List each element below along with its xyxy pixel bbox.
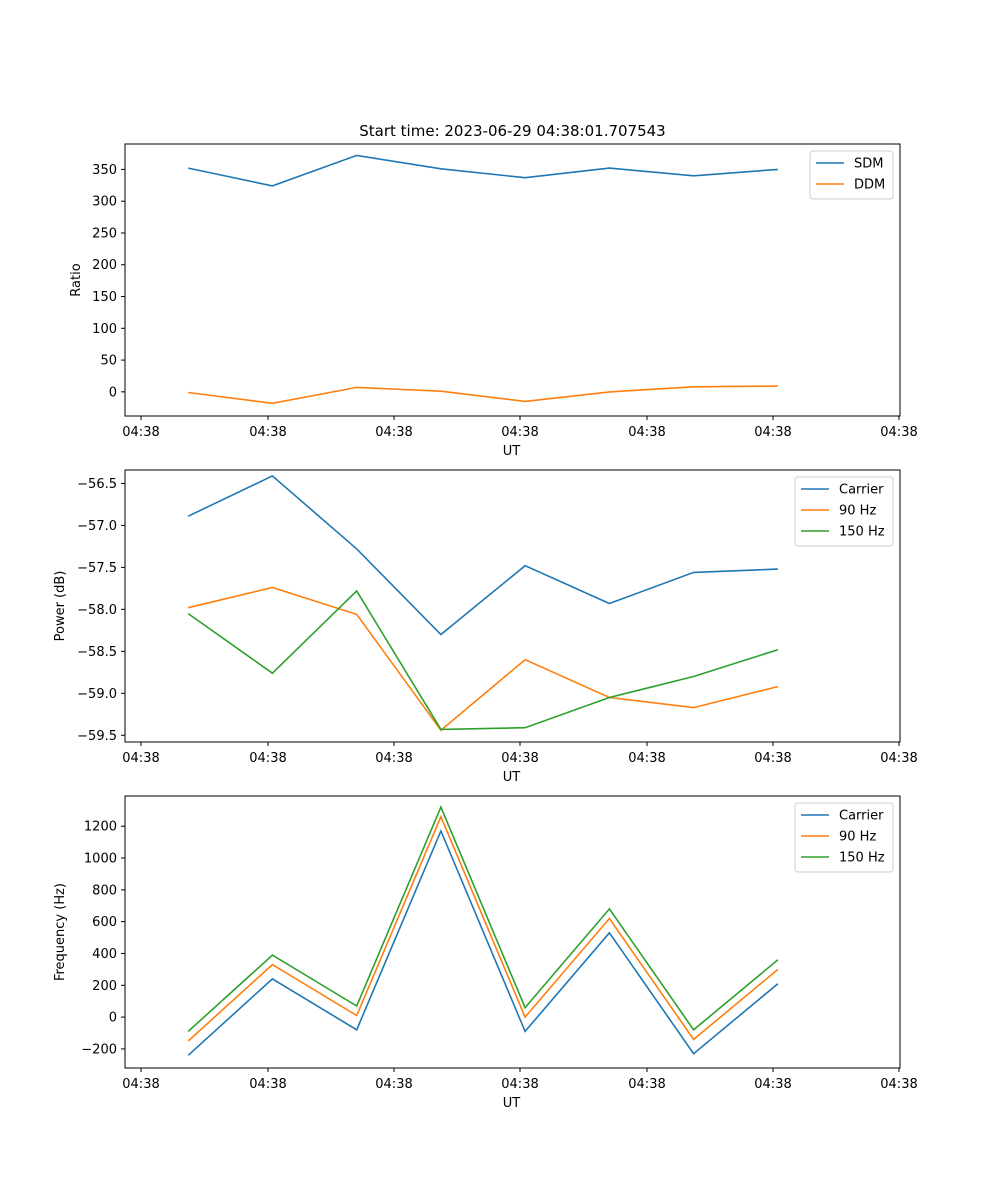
x-tick-label: 04:38 — [249, 751, 286, 766]
x-axis-label: UT — [503, 444, 521, 459]
x-tick-label: 04:38 — [754, 425, 791, 440]
y-tick-label: 0 — [109, 1011, 117, 1026]
legend-label: SDM — [854, 157, 883, 172]
y-tick-label: −56.5 — [77, 477, 117, 492]
series-line-150-hz — [187, 589, 779, 731]
y-tick-label: −58.5 — [77, 645, 117, 660]
legend-label: 150 Hz — [839, 851, 885, 866]
series-line-sdm — [188, 154, 778, 187]
y-tick-label: −58.0 — [77, 603, 117, 618]
x-tick-label: 04:38 — [880, 1077, 917, 1092]
legend-label: DDM — [854, 178, 885, 193]
series-line-90-hz — [187, 814, 779, 1042]
y-tick-label: 0 — [109, 385, 117, 400]
y-tick-label: 400 — [92, 947, 117, 962]
series-line-carrier — [187, 828, 779, 1056]
chart-panel-2: 04:38 04:38 04:38 04:38 04:38 04:38 04:38 −59.5… — [53, 469, 918, 785]
legend-label: 90 Hz — [839, 504, 876, 519]
series-line-90-hz — [188, 586, 779, 732]
legend-label: 150 Hz — [839, 525, 885, 540]
y-tick-label: 200 — [92, 258, 117, 273]
x-tick-label: 04:38 — [880, 425, 917, 440]
legend: Carrier 90 Hz 150 Hz — [794, 802, 894, 873]
legend-label: 90 Hz — [839, 830, 876, 845]
x-tick-label: 04:38 — [375, 1077, 412, 1092]
series-line-carrier — [187, 474, 778, 636]
axes-frame — [124, 143, 901, 417]
legend-label: Carrier — [839, 809, 884, 824]
chart-panel-1: Start time: 2023-06-29 04:38:01.707543 04… — [69, 122, 918, 459]
y-tick-label: −57.0 — [77, 519, 117, 534]
x-tick-label: 04:38 — [501, 1077, 538, 1092]
axes-frame — [124, 795, 901, 1069]
y-tick-label: 200 — [92, 979, 117, 994]
x-axis-label: UT — [503, 1096, 521, 1111]
y-axis-label: Ratio — [69, 263, 84, 296]
y-tick-label: 250 — [92, 226, 117, 241]
axes-frame — [124, 469, 901, 743]
chart-title: Start time: 2023-06-29 04:38:01.707543 — [359, 122, 665, 140]
legend: Carrier 90 Hz 150 Hz — [794, 476, 894, 547]
x-tick-label: 04:38 — [628, 1077, 665, 1092]
x-tick-label: 04:38 — [501, 425, 538, 440]
y-tick-label: 600 — [92, 915, 117, 930]
x-tick-label: 04:38 — [754, 751, 791, 766]
x-tick-label: 04:38 — [122, 425, 159, 440]
x-tick-label: 04:38 — [501, 751, 538, 766]
y-tick-label: 1200 — [84, 820, 117, 835]
y-axis-label: Power (dB) — [53, 571, 68, 642]
legend-box — [794, 476, 894, 547]
x-tick-label: 04:38 — [375, 425, 412, 440]
x-tick-label: 04:38 — [122, 751, 159, 766]
x-tick-label: 04:38 — [880, 751, 917, 766]
series-line-ddm — [188, 385, 778, 405]
x-tick-label: 04:38 — [628, 751, 665, 766]
y-tick-label: 150 — [92, 290, 117, 305]
y-tick-label: 1000 — [84, 852, 117, 867]
y-tick-label: 800 — [92, 883, 117, 898]
x-tick-label: 04:38 — [754, 1077, 791, 1092]
y-tick-label: 100 — [92, 322, 117, 337]
y-tick-label: −59.0 — [77, 687, 117, 702]
y-tick-label: 300 — [92, 195, 117, 210]
y-tick-label: −57.5 — [77, 561, 117, 576]
legend: SDM DDM — [809, 150, 894, 200]
y-tick-label: 50 — [100, 354, 117, 369]
x-tick-label: 04:38 — [375, 751, 412, 766]
y-tick-label: −200 — [81, 1042, 117, 1057]
x-tick-label: 04:38 — [628, 425, 665, 440]
x-axis-label: UT — [503, 770, 521, 785]
legend-box — [794, 802, 894, 873]
x-tick-label: 04:38 — [249, 1077, 286, 1092]
chart-panel-3: 04:38 04:38 04:38 04:38 04:38 04:38 04:38 −200 0… — [53, 795, 918, 1111]
x-tick-label: 04:38 — [249, 425, 286, 440]
y-tick-label: −59.5 — [77, 729, 117, 744]
series-line-150-hz — [187, 805, 779, 1032]
y-axis-label: Frequency (Hz) — [53, 883, 68, 981]
legend-label: Carrier — [839, 483, 884, 498]
y-tick-label: 350 — [92, 163, 117, 178]
x-tick-label: 04:38 — [122, 1077, 159, 1092]
